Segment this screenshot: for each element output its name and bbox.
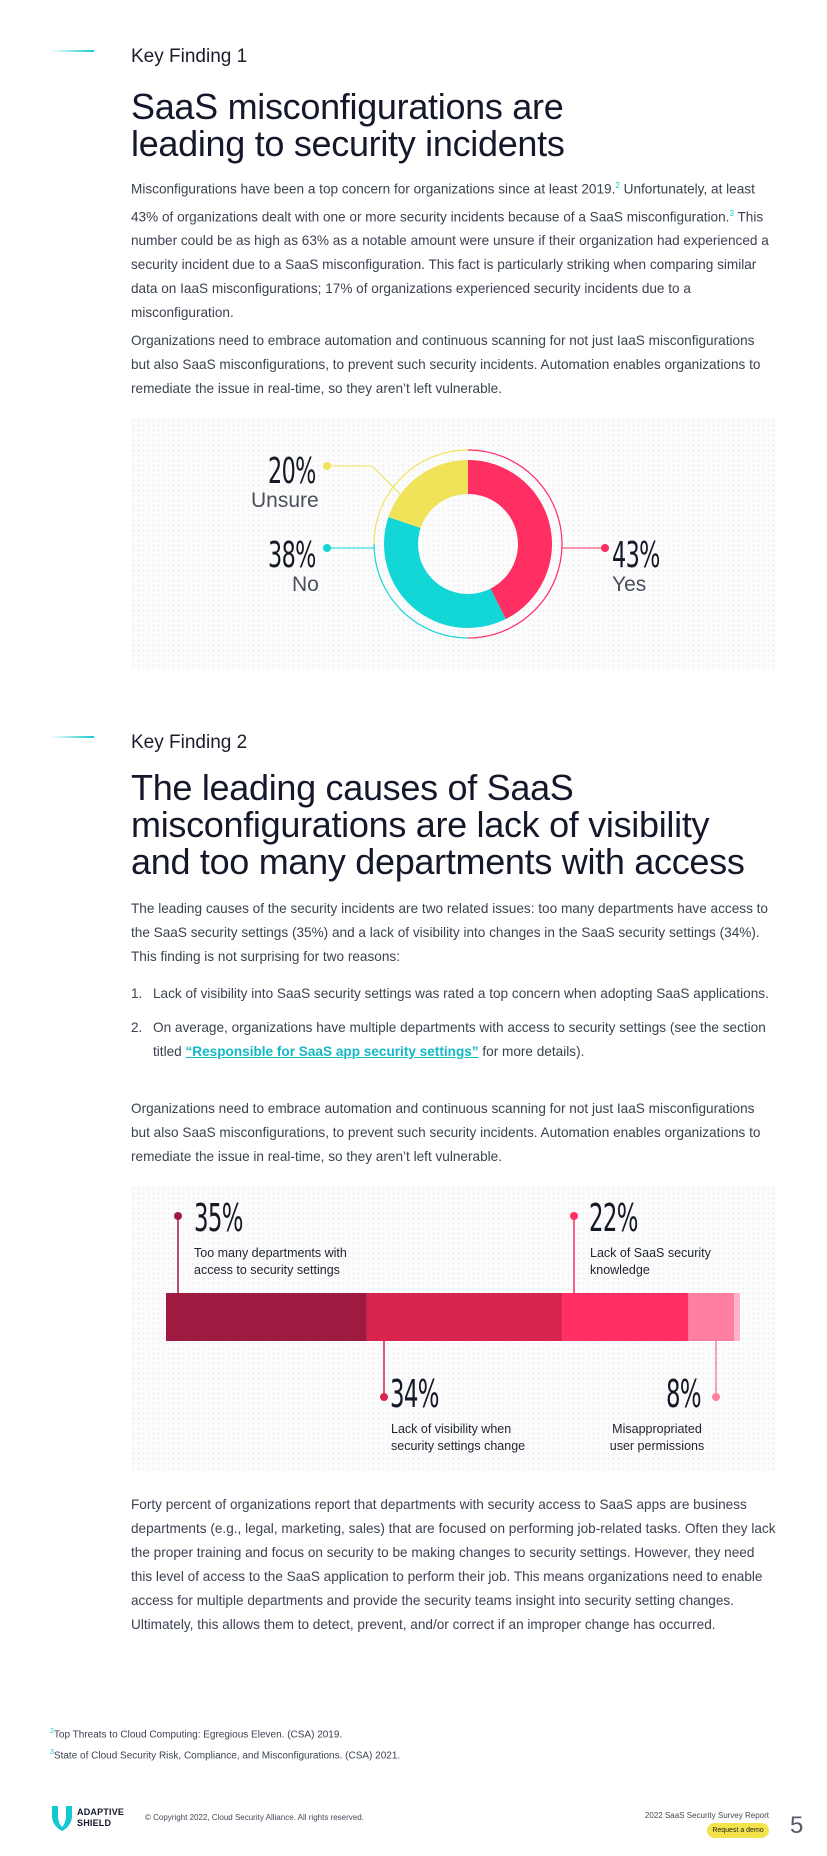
key-finding-2-title: The leading causes of SaaS misconfigurat… bbox=[131, 769, 745, 880]
footnote: 2Top Threats to Cloud Computing: Egregio… bbox=[50, 1723, 400, 1744]
list-number: 1. bbox=[131, 986, 143, 1001]
list-text: Lack of visibility into SaaS security se… bbox=[153, 986, 769, 1001]
donut-category-label-no: No bbox=[292, 573, 319, 596]
request-demo-button[interactable]: Request a demo bbox=[707, 1823, 769, 1838]
footnote-text: State of Cloud Security Risk, Compliance… bbox=[53, 1750, 401, 1762]
text-run: Misconfigurations have been a top concer… bbox=[131, 181, 616, 197]
footer-report-title: 2022 SaaS Security Survey Report bbox=[644, 1811, 769, 1820]
footer-copyright: © Copyright 2022, Cloud Security Allianc… bbox=[145, 1813, 364, 1822]
bar-value-label-misappropriated: 8% bbox=[666, 1372, 702, 1416]
section-rule bbox=[50, 50, 94, 52]
list-item: 1. Lack of visibility into SaaS security… bbox=[131, 982, 776, 1006]
bar-category-label-misappropriated: Misappropriated user permissions bbox=[609, 1422, 705, 1453]
bar-value-label-too-many-departments: 35% bbox=[194, 1196, 243, 1240]
section-rule bbox=[50, 736, 94, 738]
footnote-text: Top Threats to Cloud Computing: Egregiou… bbox=[53, 1729, 343, 1741]
adaptive-shield-logo-icon bbox=[52, 1806, 72, 1831]
footnote-ref: 2 bbox=[615, 181, 620, 190]
finding-1-paragraph-2: Organizations need to embrace automation… bbox=[131, 333, 761, 396]
logo-wordmark: SHIELD bbox=[77, 1818, 112, 1828]
footnotes: 2Top Threats to Cloud Computing: Egregio… bbox=[50, 1723, 400, 1766]
title-line: SaaS misconfigurations are bbox=[131, 86, 564, 127]
list-text: On average, organizations have multiple … bbox=[153, 1020, 766, 1059]
footnote-ref: 3 bbox=[729, 208, 734, 218]
footnote: 3State of Cloud Security Risk, Complianc… bbox=[50, 1744, 400, 1765]
title-line: misconfigurations are lack of visibility bbox=[131, 804, 710, 845]
responsible-section-link[interactable]: “Responsible for SaaS app security setti… bbox=[185, 1044, 479, 1059]
finding-2-paragraph-1: The leading causes of the security incid… bbox=[131, 901, 768, 964]
title-line: and too many departments with access bbox=[131, 841, 745, 882]
donut-value-label-yes: 43% bbox=[612, 535, 660, 576]
finding-2-paragraph-2: Organizations need to embrace automation… bbox=[131, 1101, 761, 1164]
bar-category-label-too-many-departments: Too many departments with access to secu… bbox=[194, 1246, 347, 1277]
key-finding-2-kicker: Key Finding 2 bbox=[131, 732, 248, 753]
key-finding-1-title: SaaS misconfigurations are leading to se… bbox=[131, 88, 565, 162]
logo-wordmark: ADAPTIVE bbox=[77, 1807, 125, 1817]
finding-2-paragraph-3: Forty percent of organizations report th… bbox=[131, 1497, 776, 1632]
bar-value-label-lack-of-visibility: 34% bbox=[390, 1372, 439, 1416]
page-number: 5 bbox=[790, 1812, 804, 1839]
donut-category-label-yes: Yes bbox=[612, 573, 647, 596]
title-line: The leading causes of SaaS bbox=[131, 767, 574, 808]
reasons-list: 1. Lack of visibility into SaaS security… bbox=[131, 982, 776, 1074]
donut-chart-panel bbox=[131, 418, 776, 670]
key-finding-1-kicker: Key Finding 1 bbox=[131, 46, 248, 67]
text-run: Unfortunately, at least 43% of organizat… bbox=[131, 181, 755, 225]
bar-category-label-lack-of-knowledge: Lack of SaaS security knowledge bbox=[590, 1246, 711, 1277]
list-text: for more details). bbox=[478, 1044, 585, 1059]
donut-value-label-unsure: 20% bbox=[268, 451, 316, 492]
bar-category-label-lack-of-visibility: Lack of visibility when security setting… bbox=[391, 1422, 526, 1453]
list-number: 2. bbox=[131, 1020, 143, 1035]
bar-value-label-lack-of-knowledge: 22% bbox=[589, 1196, 638, 1240]
footnote-marker: 3 bbox=[50, 1749, 54, 1757]
finding-1-paragraph-1: Misconfigurations have been a top concer… bbox=[131, 174, 776, 325]
title-line: leading to security incidents bbox=[131, 123, 565, 164]
list-item: 2. On average, organizations have multip… bbox=[131, 1016, 776, 1064]
donut-category-label-unsure: Unsure bbox=[251, 489, 319, 512]
text-run: This number could be as high as 63% as a… bbox=[131, 209, 769, 321]
footnote-marker: 2 bbox=[50, 1728, 54, 1735]
donut-value-label-no: 38% bbox=[268, 535, 316, 576]
